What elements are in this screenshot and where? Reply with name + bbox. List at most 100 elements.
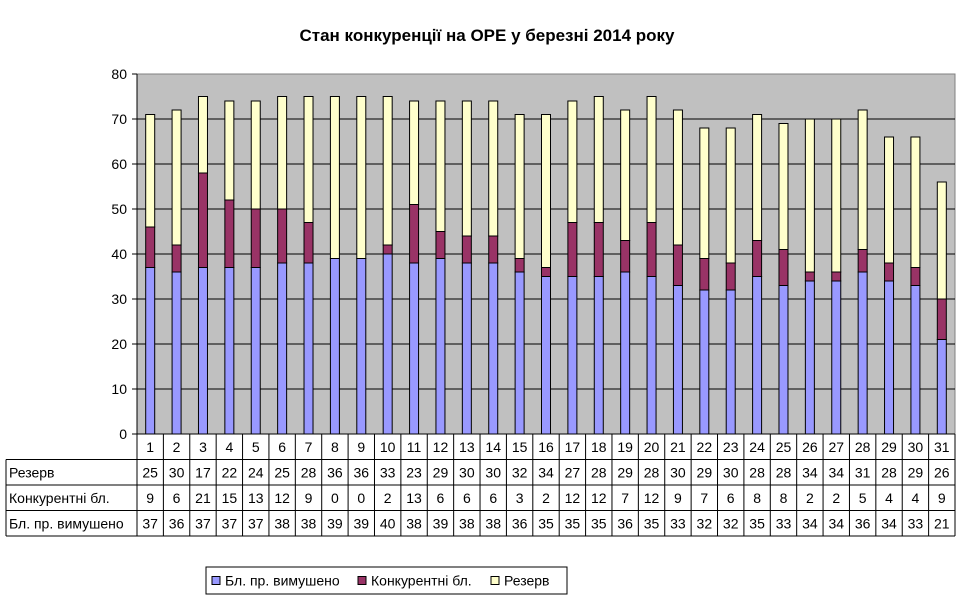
data-label: 28 bbox=[749, 464, 765, 480]
legend-box bbox=[205, 566, 568, 595]
data-label: 0 bbox=[357, 490, 365, 506]
data-label: 15 bbox=[222, 490, 238, 506]
bar-segment-s0 bbox=[593, 276, 604, 435]
x-tick-label: 10 bbox=[380, 439, 396, 455]
data-label: 39 bbox=[433, 515, 449, 531]
bar-segment-s1 bbox=[778, 249, 789, 286]
x-tick-label: 24 bbox=[749, 439, 765, 455]
x-tick-label: 14 bbox=[485, 439, 501, 455]
bar-segment-s0 bbox=[356, 258, 367, 435]
x-tick-label: 16 bbox=[538, 439, 554, 455]
data-label: 36 bbox=[327, 464, 343, 480]
data-label: 29 bbox=[433, 464, 449, 480]
legend-label: Резерв bbox=[504, 573, 549, 589]
data-label: 38 bbox=[406, 515, 422, 531]
data-label: 35 bbox=[538, 515, 554, 531]
bar-segment-s1 bbox=[197, 172, 208, 268]
data-label: 34 bbox=[538, 464, 554, 480]
table-row-label: Конкурентні бл. bbox=[9, 490, 110, 506]
bar-segment-s1 bbox=[725, 262, 736, 291]
data-label: 2 bbox=[384, 490, 392, 506]
bar-segment-s2 bbox=[224, 100, 235, 201]
data-label: 25 bbox=[274, 464, 290, 480]
bar-segment-s2 bbox=[646, 96, 657, 223]
y-tick-label: 70 bbox=[111, 111, 127, 127]
bar-segment-s1 bbox=[382, 244, 393, 255]
x-tick-label: 29 bbox=[881, 439, 897, 455]
bar-segment-s1 bbox=[145, 226, 156, 268]
plot-area: 0 10 20 30 40 50 60 70 80 bbox=[111, 66, 956, 442]
data-label: 6 bbox=[489, 490, 497, 506]
data-label: 6 bbox=[727, 490, 735, 506]
data-label: 28 bbox=[591, 464, 607, 480]
x-tick-label: 28 bbox=[855, 439, 871, 455]
x-tick-label: 30 bbox=[908, 439, 924, 455]
data-label: 6 bbox=[437, 490, 445, 506]
x-tick-label: 23 bbox=[723, 439, 739, 455]
bar-segment-s2 bbox=[752, 114, 763, 241]
bar-segment-s0 bbox=[936, 339, 947, 435]
legend-swatch bbox=[490, 576, 500, 585]
x-tick-label: 19 bbox=[617, 439, 633, 455]
data-label: 38 bbox=[459, 515, 475, 531]
bar-segment-s2 bbox=[145, 114, 156, 228]
bar-segment-s1 bbox=[804, 271, 815, 282]
bar-segment-s2 bbox=[857, 109, 868, 250]
x-tick-label: 2 bbox=[173, 439, 181, 455]
bar-segment-s0 bbox=[435, 258, 446, 435]
data-label: 8 bbox=[753, 490, 761, 506]
data-label: 7 bbox=[621, 490, 629, 506]
bar-segment-s0 bbox=[672, 285, 683, 435]
data-label: 38 bbox=[301, 515, 317, 531]
bar-segment-s2 bbox=[699, 127, 710, 259]
bar-segment-s2 bbox=[250, 100, 261, 210]
data-label: 2 bbox=[806, 490, 814, 506]
data-label: 24 bbox=[248, 464, 264, 480]
data-label: 36 bbox=[354, 464, 370, 480]
data-label: 7 bbox=[700, 490, 708, 506]
bar-segment-s0 bbox=[409, 262, 420, 435]
bar-segment-s1 bbox=[936, 298, 947, 340]
bar-segment-s0 bbox=[277, 262, 288, 435]
data-label: 4 bbox=[912, 490, 920, 506]
x-tick-label: 11 bbox=[407, 439, 422, 455]
bar-segment-s1 bbox=[541, 267, 551, 277]
y-tick-label: 60 bbox=[111, 156, 127, 172]
data-label: 17 bbox=[195, 464, 211, 480]
data-label: 32 bbox=[723, 515, 739, 531]
data-label: 5 bbox=[859, 490, 867, 506]
y-tick-label: 50 bbox=[111, 201, 127, 217]
data-label: 6 bbox=[173, 490, 181, 506]
bar-segment-s0 bbox=[329, 258, 340, 435]
bar-segment-s0 bbox=[884, 280, 895, 435]
bar-segment-s2 bbox=[672, 109, 683, 246]
data-label: 12 bbox=[274, 490, 290, 506]
bar-segment-s2 bbox=[461, 100, 472, 237]
bar-segment-s1 bbox=[488, 235, 499, 264]
data-label: 0 bbox=[331, 490, 339, 506]
bar-segment-s0 bbox=[145, 267, 156, 435]
x-tick-label: 7 bbox=[305, 439, 313, 455]
bar-segment-s2 bbox=[936, 181, 947, 300]
bar-segment-s2 bbox=[329, 96, 340, 259]
x-tick-label: 6 bbox=[278, 439, 286, 455]
data-label: 30 bbox=[670, 464, 686, 480]
x-tick-label: 21 bbox=[670, 439, 686, 455]
bar-segment-s1 bbox=[646, 222, 657, 277]
data-label: 35 bbox=[644, 515, 660, 531]
data-label: 37 bbox=[222, 515, 238, 531]
data-label: 37 bbox=[248, 515, 264, 531]
bar-segment-s2 bbox=[593, 96, 604, 223]
bar-segment-s0 bbox=[461, 262, 472, 435]
bar-segment-s0 bbox=[620, 271, 631, 435]
data-label: 29 bbox=[697, 464, 713, 480]
table-row-label: Резерв bbox=[9, 464, 54, 480]
bar-segment-s1 bbox=[461, 235, 472, 264]
data-label: 40 bbox=[380, 515, 396, 531]
bar-segment-s0 bbox=[382, 253, 393, 435]
bar-segment-s0 bbox=[752, 276, 763, 435]
data-label: 37 bbox=[195, 515, 211, 531]
data-label: 33 bbox=[380, 464, 396, 480]
data-label: 34 bbox=[881, 515, 897, 531]
data-label: 39 bbox=[327, 515, 343, 531]
